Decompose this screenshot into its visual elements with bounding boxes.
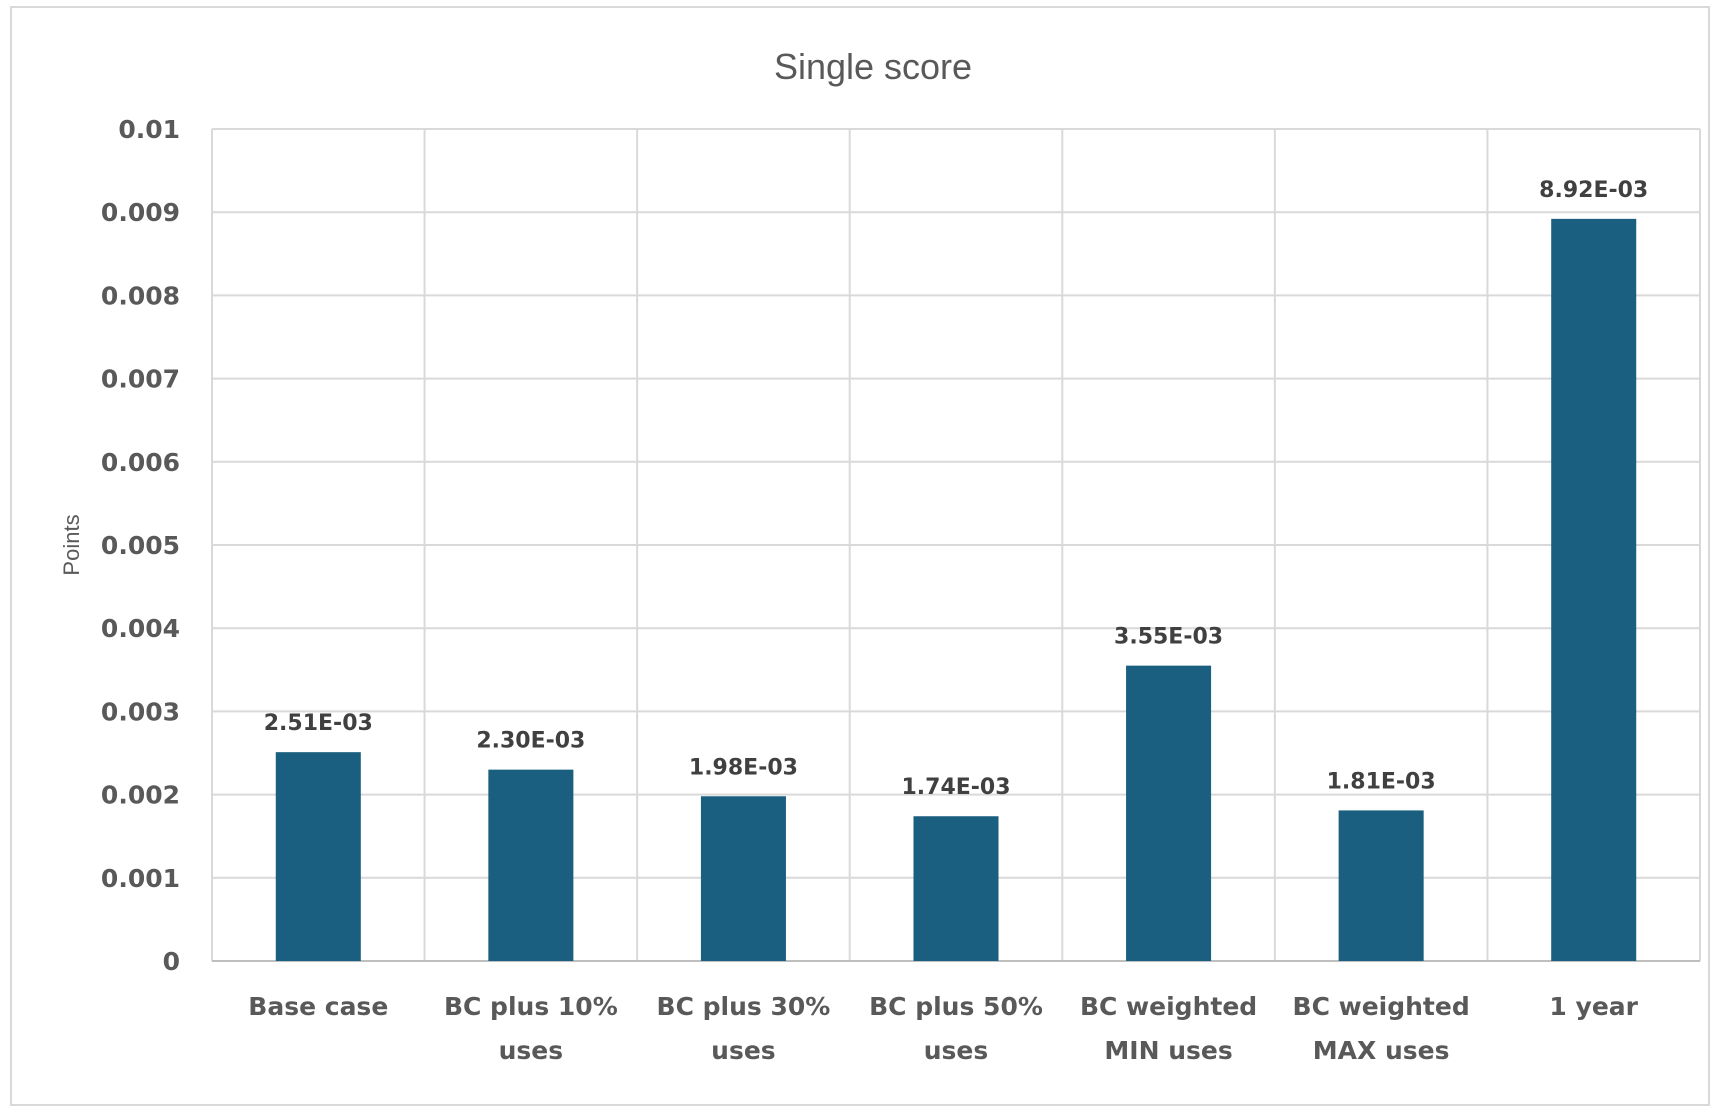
y-tick-label: 0.007 — [101, 365, 180, 394]
x-tick-label: BC weighted MAX uses — [1293, 992, 1470, 1065]
y-tick-label: 0.001 — [101, 864, 180, 893]
y-tick-label: 0.003 — [101, 697, 180, 726]
y-tick-label: 0.009 — [101, 198, 180, 227]
bar — [1126, 665, 1212, 961]
x-tick-labels: Base case BC plus 10% uses BC plus 30% uses B… — [248, 992, 1638, 1065]
bar — [1338, 810, 1424, 961]
bar — [913, 816, 999, 961]
y-tick-labels: 0 0.001 0.002 0.003 0.004 0.005 0.006 0.007 0.00… — [101, 115, 180, 976]
bars — [275, 218, 1637, 961]
y-tick-label: 0.006 — [101, 448, 180, 477]
bar — [488, 769, 574, 961]
bar — [700, 796, 786, 961]
y-axis-label: Points — [59, 514, 84, 575]
y-tick-label: 0 — [163, 947, 180, 976]
data-label: 2.30E-03 — [476, 729, 585, 754]
y-tick-label: 0.004 — [101, 614, 180, 643]
data-label: 1.74E-03 — [901, 775, 1010, 800]
y-tick-label: 0.005 — [101, 531, 180, 560]
x-tick-label: 1 year — [1549, 992, 1638, 1021]
x-tick-label: BC plus 50% uses — [869, 992, 1043, 1065]
x-tick-label: Base case — [248, 992, 388, 1021]
data-label: 3.55E-03 — [1114, 625, 1223, 650]
y-tick-label: 0.008 — [101, 281, 180, 310]
data-label: 2.51E-03 — [264, 711, 373, 736]
bar — [1551, 218, 1637, 961]
x-tick-label: BC plus 30% uses — [657, 992, 831, 1065]
x-tick-label: BC plus 10% uses — [444, 992, 618, 1065]
data-label: 1.98E-03 — [689, 755, 798, 780]
data-label: 1.81E-03 — [1327, 769, 1436, 794]
chart-title: Single score — [774, 46, 972, 87]
x-tick-label: BC weighted MIN uses — [1080, 992, 1257, 1065]
y-tick-label: 0.01 — [118, 115, 180, 144]
data-labels: 2.51E-03 2.30E-03 1.98E-03 1.74E-03 3.55E-03… — [264, 178, 1648, 800]
data-label: 8.92E-03 — [1539, 178, 1648, 203]
y-tick-label: 0.002 — [101, 781, 180, 810]
bar — [275, 752, 361, 961]
